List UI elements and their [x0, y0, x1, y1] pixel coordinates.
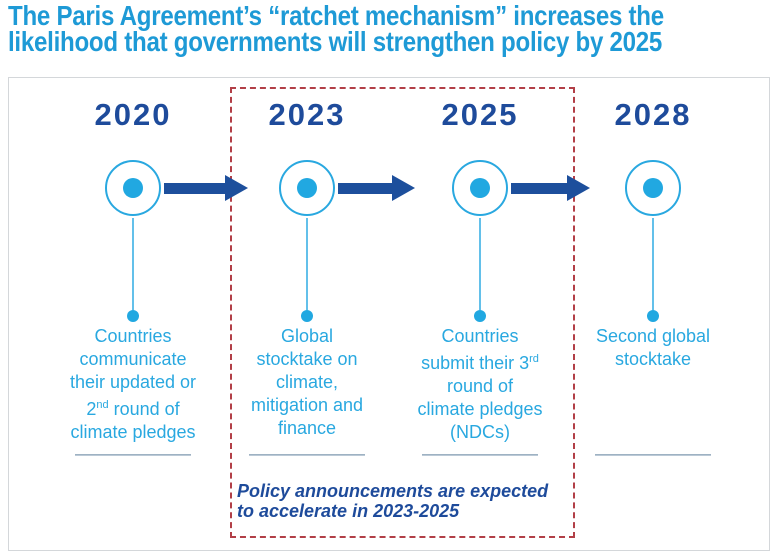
- arrow-2020-2023: [164, 183, 225, 194]
- desc-line: climate,: [275, 372, 338, 392]
- connector-line: [479, 218, 481, 310]
- title-line-2: likelihood that governments will strengt…: [8, 26, 663, 57]
- milestone-2028: 2028 Second global stocktake: [573, 98, 733, 468]
- divider-line: [75, 454, 191, 456]
- desc-line: round of: [446, 376, 514, 396]
- desc-line: Countries: [94, 326, 172, 346]
- year-label-2025: 2025: [441, 97, 519, 132]
- desc-line: Global: [280, 326, 334, 346]
- milestone-dot: [123, 178, 143, 198]
- page-title: The Paris Agreement’s “ratchet mechanism…: [8, 0, 771, 57]
- milestone-dot: [470, 178, 490, 198]
- policy-note: Policy announcements are expected to acc…: [237, 481, 567, 521]
- desc-line: stocktake on: [256, 349, 358, 369]
- year-label-2023: 2023: [268, 97, 346, 132]
- milestone-dot: [643, 178, 663, 198]
- milestone-2025: 2025 Countries submit their 3rd round of…: [400, 98, 560, 468]
- milestone-2023: 2023 Global stocktake on climate, mitiga…: [227, 98, 387, 468]
- connector-line: [132, 218, 134, 310]
- divider-line: [249, 454, 365, 456]
- arrow-head-icon: [225, 175, 248, 201]
- desc-line: submit their 3: [421, 353, 530, 373]
- divider-line: [595, 454, 711, 456]
- arrow-head-icon: [392, 175, 415, 201]
- ratchet-window-box: [230, 87, 575, 538]
- milestone-dot: [297, 178, 317, 198]
- desc-line: Second global: [595, 326, 711, 346]
- arrow-head-icon: [567, 175, 590, 201]
- connector-dot: [127, 310, 139, 322]
- desc-line: 2: [86, 399, 97, 419]
- milestone-description: Global stocktake on climate, mitigation …: [227, 325, 387, 440]
- divider-line: [422, 454, 538, 456]
- desc-line: climate pledges: [70, 422, 196, 442]
- policy-note-line-1: Policy announcements are expected: [237, 481, 549, 501]
- desc-line: climate pledges: [417, 399, 543, 419]
- connector-line: [306, 218, 308, 310]
- desc-line: round of: [108, 399, 180, 419]
- milestone-description: Countries communicate their updated or 2…: [53, 325, 213, 444]
- ordinal-superscript: nd: [96, 399, 109, 411]
- connector-dot: [301, 310, 313, 322]
- desc-line: (NDCs): [450, 422, 510, 442]
- ordinal-superscript: rd: [529, 353, 539, 365]
- arrow-2025-2028: [511, 183, 567, 194]
- title-line-1: The Paris Agreement’s “ratchet mechanism…: [8, 0, 664, 31]
- connector-line: [652, 218, 654, 310]
- year-label-2020: 2020: [94, 97, 172, 132]
- desc-line: Countries: [441, 326, 519, 346]
- desc-line: communicate: [79, 349, 187, 369]
- desc-line: finance: [277, 418, 337, 438]
- milestone-description: Countries submit their 3rd round of clim…: [400, 325, 560, 444]
- arrow-2023-2025: [338, 183, 392, 194]
- connector-dot: [647, 310, 659, 322]
- connector-dot: [474, 310, 486, 322]
- policy-note-line-2: to accelerate in 2023-2025: [237, 501, 460, 521]
- desc-line: mitigation and: [250, 395, 364, 415]
- milestone-description: Second global stocktake: [573, 325, 733, 371]
- milestone-2020: 2020 Countries communicate their updated…: [53, 98, 213, 468]
- desc-line: their updated or: [69, 372, 197, 392]
- year-label-2028: 2028: [614, 97, 692, 132]
- desc-line: stocktake: [614, 349, 692, 369]
